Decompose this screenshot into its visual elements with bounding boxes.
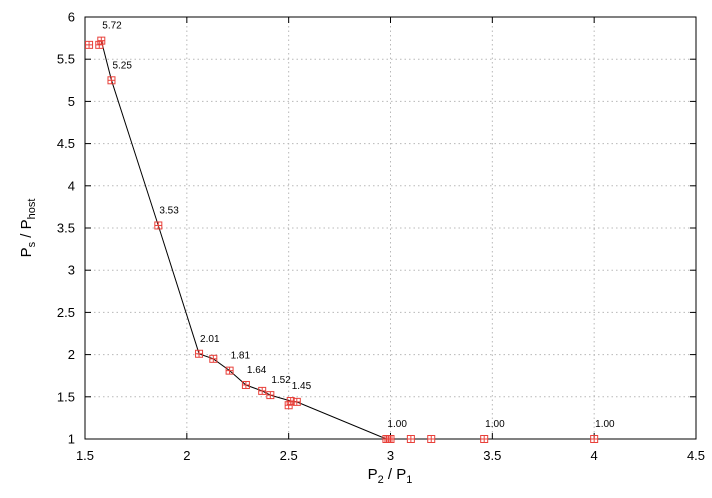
- y-tick-label: 4.5: [57, 136, 75, 151]
- data-point: [427, 435, 436, 443]
- y-tick-labels: 1 1.5 2 2.5 3 3.5 4 4.5 5 5.5 6: [57, 10, 75, 447]
- data-point: [209, 354, 218, 363]
- x-axis-title: P2 / P1: [368, 466, 413, 486]
- y-tick-label: 4: [68, 178, 75, 193]
- y-tick-label: 3: [68, 263, 75, 278]
- point-label: 1.45: [292, 381, 312, 392]
- data-point: [284, 401, 293, 410]
- x-tick-label: 4.5: [687, 448, 705, 463]
- x-tick-label: 2.5: [280, 448, 298, 463]
- series-line: [100, 40, 387, 440]
- y-tick-label: 5.5: [57, 52, 75, 67]
- data-point: [97, 36, 106, 45]
- data-point: [241, 380, 250, 389]
- data-point: [386, 435, 395, 443]
- point-label: 1.00: [595, 419, 615, 430]
- point-labels: 5.72 5.25 3.53 2.01 1.81 1.64 1.521.45 1.00 1.00…: [102, 21, 615, 430]
- data-point: [85, 40, 94, 49]
- y-tick-label: 1.5: [57, 389, 75, 404]
- x-tick-label: 1.5: [76, 448, 94, 463]
- point-label: 1.52: [271, 375, 291, 386]
- x-tick-label: 4: [591, 448, 598, 463]
- data-point: [590, 435, 599, 443]
- point-label: 1.00: [485, 419, 505, 430]
- data-point: [258, 386, 267, 395]
- y-tick-label: 2.5: [57, 305, 75, 320]
- y-tick-label: 2: [68, 347, 75, 362]
- point-label: 5.72: [102, 21, 122, 32]
- point-label: 1.64: [247, 365, 267, 376]
- point-label: 1.81: [231, 351, 251, 362]
- data-point: [266, 391, 275, 400]
- point-label: 2.01: [200, 334, 220, 345]
- x-tick-label: 2: [183, 448, 190, 463]
- x-tick-label: 3.5: [483, 448, 501, 463]
- point-label: 1.00: [387, 419, 407, 430]
- y-tick-label: 5: [68, 94, 75, 109]
- data-point: [154, 221, 163, 230]
- x-tick-labels: 1.5 2 2.5 3 3.5 4 4.5: [76, 448, 705, 463]
- data-point: [95, 40, 104, 49]
- data-point: [107, 76, 116, 85]
- grid-lines: [85, 17, 696, 439]
- data-point: [292, 397, 301, 406]
- y-tick-label: 1: [68, 432, 75, 447]
- x-tick-label: 3: [387, 448, 394, 463]
- data-point: [225, 366, 234, 375]
- data-point: [406, 435, 415, 443]
- y-tick-label: 3.5: [57, 221, 75, 236]
- y-axis-title: Ps / Phost: [18, 199, 38, 258]
- data-point: [195, 349, 204, 358]
- data-points: [85, 36, 599, 443]
- y-tick-label: 6: [68, 10, 75, 25]
- point-label: 5.25: [112, 60, 132, 71]
- point-label: 3.53: [159, 205, 179, 216]
- data-point: [480, 435, 489, 443]
